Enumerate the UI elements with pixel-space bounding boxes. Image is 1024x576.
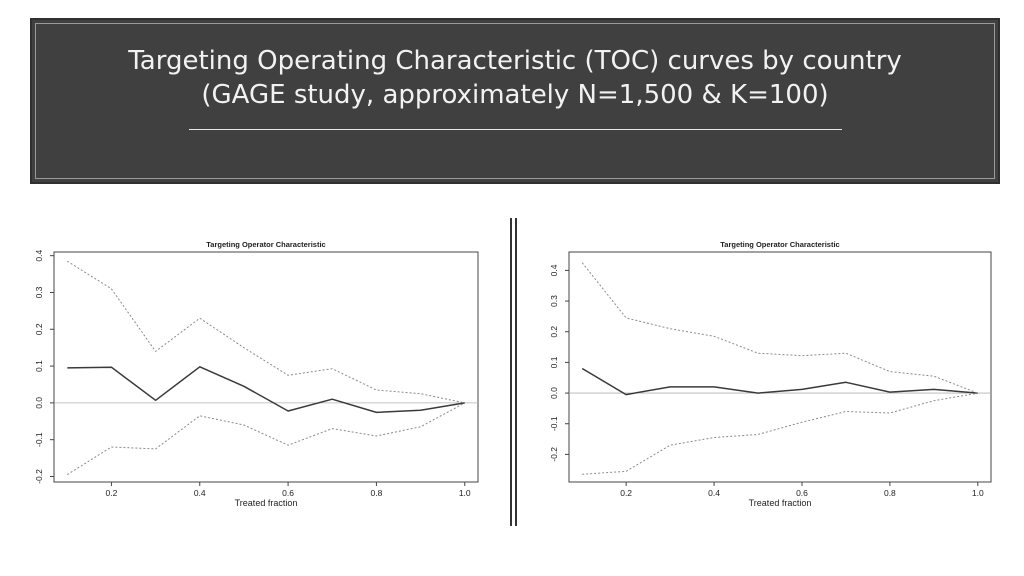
right-estimate-line <box>581 367 978 396</box>
left-y-tick-label: -0.1 <box>34 432 44 447</box>
left-x-tick-label: 0.4 <box>194 488 206 498</box>
right-x-tick-label: 0.2 <box>620 488 632 498</box>
right-y-tick-label: 0.0 <box>549 387 559 399</box>
left-plot-frame <box>53 251 479 483</box>
left-y-tick-label: 0.1 <box>34 360 44 372</box>
left-lower-line <box>67 402 466 476</box>
left-chart-title: Targeting Operator Characteristic <box>206 240 325 249</box>
slide-title-line-2: (GAGE study, approximately N=1,500 & K=1… <box>201 80 829 110</box>
slide-title: Targeting Operating Characteristic (TOC)… <box>32 44 998 112</box>
left-y-tick-label: 0.4 <box>34 250 44 262</box>
left-x-tick-label: 0.8 <box>371 488 383 498</box>
right-x-tick-label: 0.8 <box>884 488 896 498</box>
right-y-tick-label: 0.1 <box>549 356 559 368</box>
right-y-tick-label: 0.3 <box>549 295 559 307</box>
right-y-tick-label: -0.2 <box>549 447 559 462</box>
slide-title-line-1: Targeting Operating Characteristic (TOC)… <box>128 46 902 76</box>
toc-chart-left: Targeting Operator Characteristic -0.2 -0.… <box>34 240 479 508</box>
panel-divider <box>510 218 518 526</box>
right-upper-line <box>581 262 978 394</box>
right-plot-frame <box>568 251 992 483</box>
right-x-tick-label: 0.4 <box>708 488 720 498</box>
right-x-tick-label: 0.6 <box>796 488 808 498</box>
toc-chart-right: Targeting Operator Characteristic -0.2 -0.… <box>549 240 992 508</box>
left-y-tick-label: 0.2 <box>34 323 44 335</box>
left-y-tick-label: 0.3 <box>34 286 44 298</box>
left-y-tick-label: -0.2 <box>34 469 44 484</box>
right-chart-title: Targeting Operator Characteristic <box>720 240 839 249</box>
right-y-tick-label: 0.2 <box>549 326 559 338</box>
left-x-tick-label: 0.2 <box>106 488 118 498</box>
title-banner: Targeting Operating Characteristic (TOC)… <box>30 18 1000 184</box>
right-x-tick-label: 1.0 <box>972 488 984 498</box>
right-y-tick-label: -0.1 <box>549 416 559 431</box>
left-x-tick-label: 1.0 <box>459 488 471 498</box>
right-y-tick-label: 0.4 <box>549 264 559 276</box>
title-underline <box>189 129 842 130</box>
left-estimate-line <box>67 366 465 414</box>
left-y-tick-label: 0.0 <box>34 397 44 409</box>
left-x-tick-label: 0.6 <box>282 488 294 498</box>
right-x-axis-label: Treated fraction <box>749 498 812 508</box>
right-lower-line <box>582 392 978 475</box>
left-x-axis-label: Treated fraction <box>235 498 298 508</box>
left-upper-line <box>67 260 465 404</box>
